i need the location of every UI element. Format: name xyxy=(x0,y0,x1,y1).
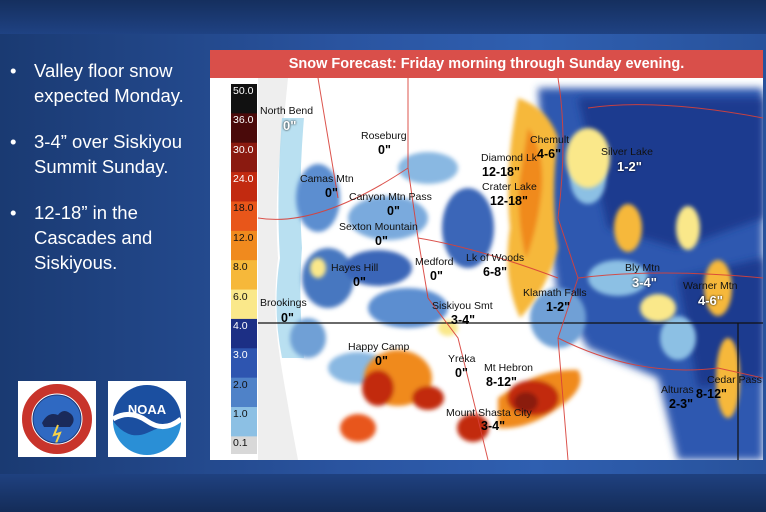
colorbar-tick-label: 1.0 xyxy=(233,408,248,421)
noaa-logo-graphic: NOAA xyxy=(111,385,183,455)
place-value: 3-4" xyxy=(481,419,505,433)
colorbar-swatch xyxy=(231,436,257,454)
place-label: Hayes Hill xyxy=(331,262,379,274)
place-label: Chemult xyxy=(530,134,570,146)
place-value: 0" xyxy=(375,354,388,368)
colorbar-tick-label: 6.0 xyxy=(233,290,248,303)
place-value: 2-3" xyxy=(669,397,693,411)
logos: NOAA xyxy=(18,381,188,457)
place-value: 12-18" xyxy=(482,165,520,179)
colorbar-swatch xyxy=(231,318,257,349)
place-value: 0" xyxy=(281,311,294,325)
top-band xyxy=(0,0,766,34)
place-value: 0" xyxy=(353,275,366,289)
colorbar-swatch xyxy=(231,172,257,202)
place-value: 0" xyxy=(375,234,388,248)
colorbar-swatch xyxy=(231,348,257,379)
place-value: 4-6" xyxy=(537,147,561,161)
colorbar-tick-label: 18.0 xyxy=(233,202,254,215)
place-label: Camas Mtn xyxy=(300,173,354,185)
place-label: Medford xyxy=(415,256,454,268)
place-label: Lk of Woods xyxy=(466,252,525,264)
place-value: 3-4" xyxy=(632,275,657,290)
bullet-text: 3-4” over Siskiyou Summit Sunday. xyxy=(34,131,183,177)
place-label: Yreka xyxy=(448,353,476,365)
bullet-dot: • xyxy=(10,131,17,152)
place-value: 0" xyxy=(455,366,468,380)
bullet-item: • Valley floor snow expected Monday. xyxy=(6,58,206,108)
place-label: Crater Lake xyxy=(482,181,537,193)
place-label: North Bend xyxy=(260,105,314,117)
colorbar-tick-label: 24.0 xyxy=(233,173,254,186)
place-value: 0" xyxy=(387,204,400,218)
colorbar-swatch xyxy=(231,142,257,173)
colorbar-tick-label: 12.0 xyxy=(233,231,254,244)
place-label: Warner Mtn xyxy=(683,280,738,292)
colorbar-swatch xyxy=(231,260,257,291)
snow-map xyxy=(258,78,763,460)
noaa-logo: NOAA xyxy=(108,381,186,457)
place-label: Klamath Falls xyxy=(523,287,587,299)
place-value: 0" xyxy=(378,143,391,157)
place-label: Cedar Pass xyxy=(707,374,762,386)
colorbar-tick-label: 0.1 xyxy=(233,437,248,450)
colorbar-tick-label: 50.0 xyxy=(233,85,254,97)
colorbar-tick-label: 4.0 xyxy=(233,319,248,332)
colorbar-tick-label: 2.0 xyxy=(233,378,248,391)
place-label: Siskiyou Smt xyxy=(432,300,493,312)
colorbar-tick-label: 3.0 xyxy=(233,349,248,362)
colorbar-swatch xyxy=(231,289,257,320)
place-value: 4-6" xyxy=(698,293,723,308)
noaa-logo-text: NOAA xyxy=(128,402,167,417)
colorbar-tick-label: 36.0 xyxy=(233,114,254,127)
place-value: 1-2" xyxy=(617,159,642,174)
colorbar-swatch xyxy=(231,201,257,232)
panel-title: Snow Forecast: Friday morning through Su… xyxy=(210,50,763,78)
colorbar-swatch xyxy=(231,407,257,437)
place-value: 8-12" xyxy=(696,387,727,401)
bullet-text: Valley floor snow expected Monday. xyxy=(34,60,184,106)
colorbar-legend xyxy=(231,84,257,454)
place-label: Bly Mtn xyxy=(625,262,661,274)
place-value: 3-4" xyxy=(451,313,475,327)
colorbar-tick-label: 8.0 xyxy=(233,261,248,274)
place-label: Sexton Mountain xyxy=(339,221,418,233)
place-label: Silver Lake xyxy=(601,146,653,158)
nws-logo xyxy=(18,381,96,457)
colorbar-tick-label: 30.0 xyxy=(233,143,254,156)
place-value: 1-2" xyxy=(546,300,570,314)
place-value: 6-8" xyxy=(483,265,507,279)
nws-logo-graphic xyxy=(22,384,92,454)
bottom-band xyxy=(0,474,766,512)
place-label: Mt Hebron xyxy=(484,362,534,374)
bullet-list: • Valley floor snow expected Monday. • 3-4… xyxy=(6,58,206,296)
place-value: 8-12" xyxy=(486,375,517,389)
bullet-dot: • xyxy=(10,60,17,81)
colorbar-swatch xyxy=(231,377,257,408)
place-label: Roseburg xyxy=(361,130,407,142)
bullet-item: • 12-18” in the Cascades and Siskiyous. xyxy=(6,200,206,275)
colorbar-swatch xyxy=(231,113,257,144)
place-label: Alturas xyxy=(661,384,694,396)
place-label: Canyon Mtn Pass xyxy=(349,191,432,203)
place-label: Diamond Lk xyxy=(481,152,538,164)
place-label: Brookings xyxy=(260,297,307,309)
colorbar-swatch xyxy=(231,84,257,114)
bullet-dot: • xyxy=(10,202,17,223)
place-value: 12-18" xyxy=(490,194,528,208)
place-label: Mount Shasta City xyxy=(446,407,532,419)
colorbar-swatch xyxy=(231,230,257,261)
place-label: Happy Camp xyxy=(348,341,410,353)
place-value: 0" xyxy=(325,186,338,200)
bullet-text: 12-18” in the Cascades and Siskiyous. xyxy=(34,202,153,273)
place-value: 0" xyxy=(430,269,443,283)
place-value: 0" xyxy=(283,118,297,133)
bullet-item: • 3-4” over Siskiyou Summit Sunday. xyxy=(6,129,206,179)
